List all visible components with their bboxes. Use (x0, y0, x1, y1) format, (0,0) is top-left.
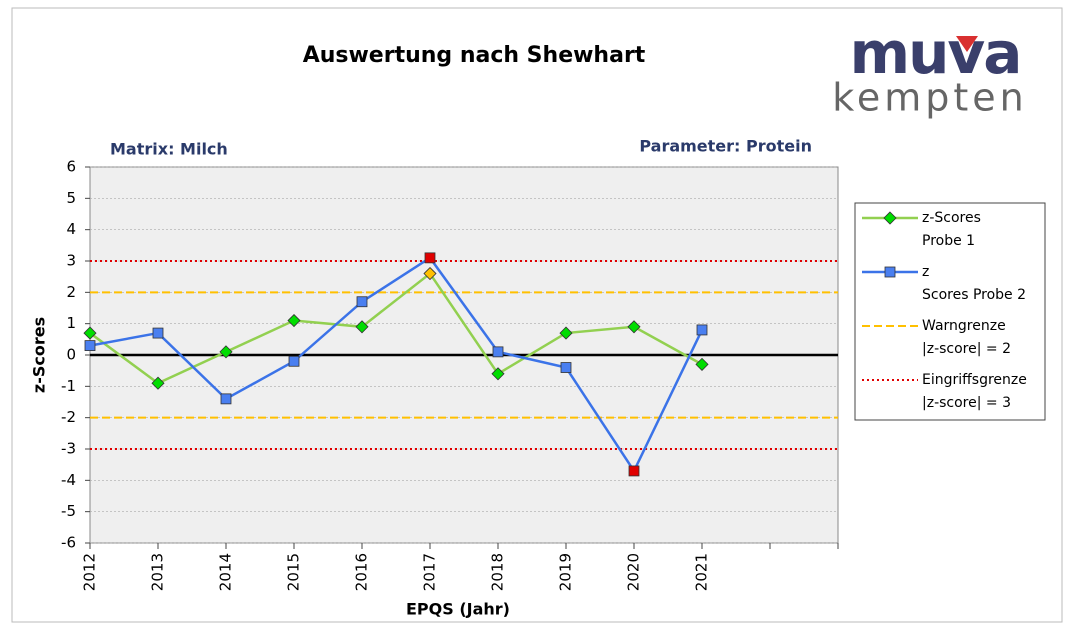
point (220, 393, 232, 405)
point (560, 362, 572, 373)
logo-accent (956, 36, 978, 52)
legend-box (854, 202, 1046, 421)
point (355, 320, 369, 334)
x-tick-label: 2013 (149, 553, 167, 591)
y-tick-label: -1 (61, 377, 76, 395)
y-tick-label: -5 (61, 502, 76, 520)
x-axis-label: EPQS (Jahr) (406, 600, 510, 619)
legend-label: Eingriffsgrenze |z-score| = 3 (922, 372, 1027, 411)
y-tick-label: 0 (66, 346, 76, 364)
x-tick-label: 2012 (81, 553, 99, 591)
logo-place: kempten (832, 76, 1028, 120)
point (83, 326, 97, 340)
point (628, 465, 640, 477)
x-tick-label: 2017 (421, 553, 439, 591)
point (151, 376, 165, 390)
point (696, 324, 708, 336)
point (287, 313, 301, 328)
point (288, 355, 300, 367)
x-tick-label: 2015 (285, 553, 303, 591)
x-tick-label: 2014 (217, 553, 235, 591)
point (884, 266, 896, 278)
point (695, 357, 709, 371)
legend-label: z Scores Probe 2 (922, 264, 1026, 303)
legend-label: Warngrenze |z-score| = 2 (922, 318, 1011, 357)
x-tick-label: 2021 (693, 553, 711, 591)
point (84, 340, 96, 352)
point (559, 326, 573, 340)
legend-label: z-Scores Probe 1 (922, 210, 981, 249)
y-tick-label: -2 (61, 408, 76, 426)
x-tick-label: 2019 (557, 553, 575, 591)
y-tick-label: 4 (66, 220, 76, 238)
point (219, 345, 233, 359)
y-tick-label: -6 (61, 534, 76, 552)
subtitle-right: Parameter: Protein (639, 137, 812, 156)
chart-title: Auswertung nach Shewhart (303, 43, 646, 68)
point (492, 346, 504, 358)
subtitle-left: Matrix: Milch (110, 140, 228, 159)
x-tick-label: 2020 (625, 553, 643, 591)
point (491, 367, 505, 381)
x-tick-label: 2018 (489, 553, 507, 591)
series-line (89, 256, 704, 474)
logo-brand: muva (850, 19, 1021, 87)
y-tick-label: 6 (66, 158, 76, 176)
y-tick-label: 2 (66, 283, 76, 301)
y-tick-label: 1 (66, 314, 76, 332)
y-tick-label: -4 (61, 471, 76, 489)
y-tick-label: -3 (61, 440, 76, 458)
point (883, 211, 897, 225)
point (152, 327, 164, 339)
x-tick-label: 2016 (353, 553, 371, 591)
point (627, 320, 641, 334)
y-axis-label: z-Scores (30, 317, 49, 393)
y-tick-label: 3 (66, 252, 76, 270)
point (423, 266, 437, 281)
point (424, 252, 436, 264)
y-tick-label: 5 (66, 189, 76, 207)
point (356, 296, 368, 308)
